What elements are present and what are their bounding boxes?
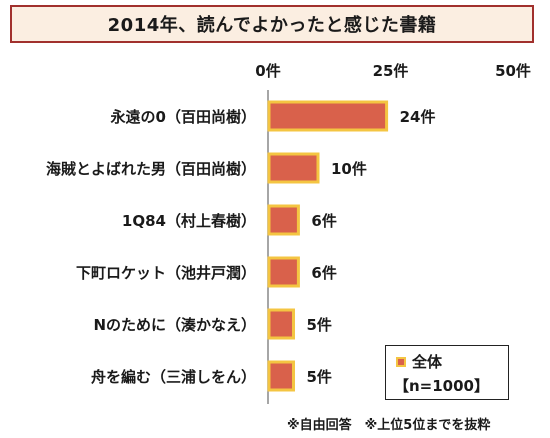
data-label: 24件 [400,108,436,126]
data-label: 5件 [307,316,332,334]
category-label: 舟を編む（三浦しをん） [91,368,256,386]
data-label: 6件 [311,212,336,230]
legend-label: 全体 [412,353,443,371]
x-tick-label: 0件 [255,62,280,80]
category-label: 1Q84（村上春樹） [122,212,256,230]
data-label: 6件 [311,264,336,282]
category-label: 下町ロケット（池井戸潤） [76,264,256,282]
x-tick-label: 50件 [495,62,531,80]
chart-title: 2014年、読んでよかったと感じた書籍 [10,5,534,43]
category-label: 永遠の0（百田尚樹） [110,108,256,126]
category-label: Nのために（湊かなえ） [93,316,256,334]
category-label: 海賊とよばれた男（百田尚樹） [46,160,256,178]
legend-sample-size: 【n=1000】 [394,377,489,395]
footnote: ※自由回答 ※上位5位までを抜粋 [287,418,491,433]
bar [267,204,300,236]
data-label: 10件 [331,160,367,178]
bar [267,100,389,132]
bar [267,152,320,184]
data-label: 5件 [307,368,332,386]
bar [267,308,295,340]
legend-swatch [396,356,406,367]
bar [267,256,300,288]
legend: 全体 【n=1000】 [385,345,509,400]
bar [267,360,295,392]
legend-item: 全体 [396,351,442,372]
x-tick-label: 25件 [373,62,409,80]
